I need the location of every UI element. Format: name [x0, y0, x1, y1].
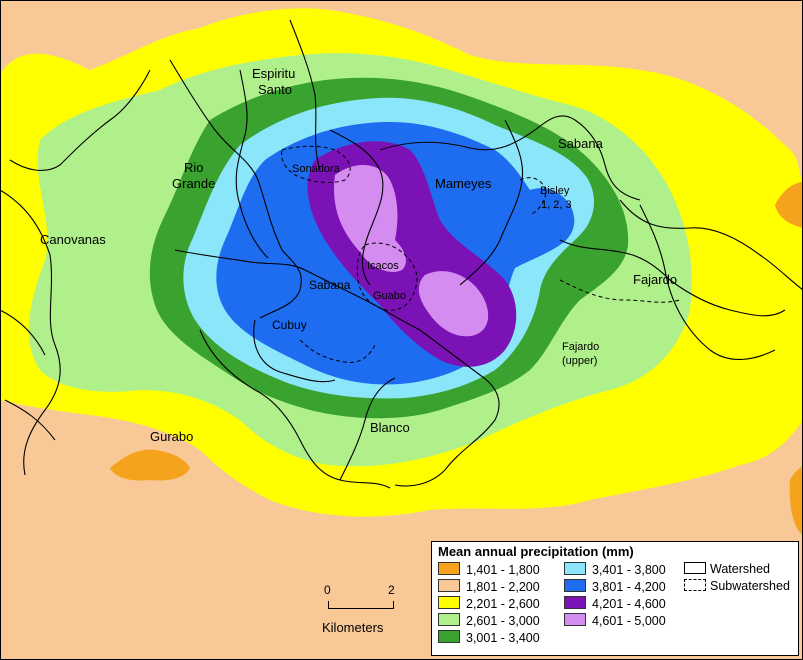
legend-swatch — [438, 596, 460, 609]
legend-class-4: 2,601 - 3,000 — [438, 613, 540, 628]
legend-swatch — [564, 596, 586, 609]
label-fajardo: Fajardo — [633, 272, 677, 287]
subwatershed-boundary — [299, 339, 376, 364]
legend-label: 4,601 - 5,000 — [592, 614, 666, 628]
zone-1401-1800-gurabo — [110, 449, 190, 481]
legend-label: 2,601 - 3,000 — [466, 614, 540, 628]
watershed-boundary — [379, 115, 641, 201]
zone-4601-5000-south — [418, 271, 489, 337]
label-blanco: Blanco — [370, 420, 410, 435]
scale-zero: 0 — [324, 583, 331, 597]
label-fajardo-upper-1: Fajardo — [562, 341, 599, 353]
legend-label: 3,801 - 4,200 — [592, 580, 666, 594]
subwatershed-boundary — [519, 177, 547, 216]
legend-class-9: 4,601 - 5,000 — [564, 613, 666, 628]
legend-swatch — [564, 562, 586, 575]
watershed-boundary — [235, 69, 269, 259]
legend-label: 3,401 - 3,800 — [592, 563, 666, 577]
label-bisley: Bisley — [540, 185, 570, 197]
label-mameyes: Mameyes — [435, 176, 492, 191]
legend-subwatershed-label: Subwatershed — [710, 579, 790, 593]
zone-1401-1800-east — [775, 182, 803, 228]
watershed-boundary — [639, 204, 776, 361]
label-gurabo: Gurabo — [150, 429, 193, 444]
label-santo: Santo — [258, 82, 292, 97]
watershed-boundary — [339, 377, 396, 481]
label-guabo: Guabo — [373, 290, 406, 302]
legend: Mean annual precipitation (mm) 1,401 - 1… — [431, 541, 799, 656]
watershed-boundary — [4, 399, 56, 441]
legend-subwatershed-swatch — [684, 579, 706, 591]
zone-1401-1800-se — [789, 466, 803, 535]
label-bisley-nums: 1, 2, 3 — [541, 199, 572, 211]
label-sonadora: Sonadora — [292, 163, 341, 175]
watershed-boundary — [329, 129, 384, 286]
legend-label: 2,201 - 2,600 — [466, 597, 540, 611]
scale-unit: Kilometers — [322, 620, 384, 635]
watershed-boundary — [199, 329, 391, 489]
label-rio: Rio — [184, 160, 204, 175]
legend-class-7: 3,801 - 4,200 — [564, 579, 666, 594]
legend-swatch — [438, 613, 460, 626]
watershed-boundary — [9, 69, 151, 171]
label-icacos: Icacos — [367, 260, 399, 272]
label-espiritu: Espiritu — [252, 66, 295, 81]
subwatershed-boundary — [356, 242, 418, 311]
legend-swatch — [438, 579, 460, 592]
subwatershed-boundary — [559, 279, 681, 303]
watershed-boundary — [174, 249, 500, 487]
legend-label: 1,801 - 2,200 — [466, 580, 540, 594]
legend-swatch — [438, 562, 460, 575]
legend-watershed-swatch — [684, 562, 706, 574]
legend-subwatershed: Subwatershed — [684, 579, 790, 593]
watershed-boundaries — [0, 19, 803, 489]
legend-label: 4,201 - 4,600 — [592, 597, 666, 611]
legend-swatch — [564, 579, 586, 592]
watershed-boundary — [253, 319, 336, 383]
subwatershed-boundaries — [281, 145, 681, 364]
legend-label: 3,001 - 3,400 — [466, 631, 540, 645]
label-fajardo-upper-2: (upper) — [562, 355, 597, 367]
watershed-boundary — [289, 19, 321, 171]
label-sabana-c: Sabana — [309, 278, 351, 292]
legend-label: 1,401 - 1,800 — [466, 563, 540, 577]
label-cubuy: Cubuy — [272, 318, 307, 332]
legend-class-2: 1,801 - 2,200 — [438, 579, 540, 594]
watershed-boundary — [0, 309, 46, 356]
watershed-boundary — [459, 119, 524, 286]
legend-swatch — [438, 630, 460, 643]
label-grande: Grande — [172, 176, 215, 191]
watershed-boundary — [0, 189, 61, 476]
legend-watershed: Watershed — [684, 562, 770, 576]
legend-class-1: 1,401 - 1,800 — [438, 562, 540, 577]
subwatershed-boundary — [281, 145, 351, 183]
legend-watershed-label: Watershed — [710, 562, 770, 576]
scale-bar-line — [328, 601, 394, 609]
watershed-boundary — [169, 59, 302, 319]
legend-class-5: 3,001 - 3,400 — [438, 630, 540, 645]
watershed-boundary — [619, 199, 803, 291]
zone-4601-5000-north — [334, 164, 406, 272]
legend-class-8: 4,201 - 4,600 — [564, 596, 666, 611]
label-sabana-ne: Sabana — [558, 136, 604, 151]
legend-class-3: 2,201 - 2,600 — [438, 596, 540, 611]
watershed-boundary — [559, 239, 786, 317]
scale-two: 2 — [388, 583, 395, 597]
legend-swatch — [564, 613, 586, 626]
legend-title: Mean annual precipitation (mm) — [438, 544, 634, 559]
scale-bar: 0 2 Kilometers — [322, 583, 402, 643]
label-canovanas: Canovanas — [40, 232, 106, 247]
legend-class-6: 3,401 - 3,800 — [564, 562, 666, 577]
